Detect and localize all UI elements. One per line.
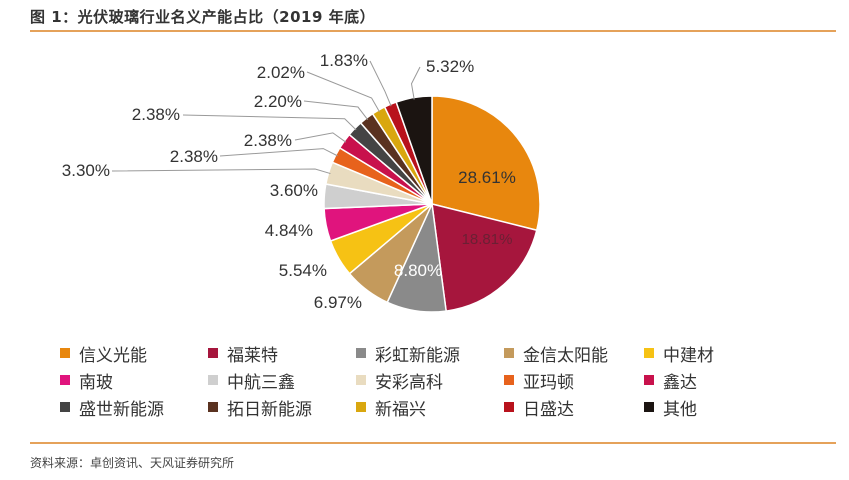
legend-swatch-5 — [60, 375, 70, 385]
legend-item-12: 新福兴 — [356, 396, 504, 420]
chart-legend: 信义光能 福莱特 彩虹新能源 金信太阳能 中建材南玻 中航三鑫 安彩高科 亚玛顿 鑫达盛世新能源… — [60, 342, 780, 420]
legend-label-12: 新福兴 — [375, 399, 426, 420]
legend-label-2: 彩虹新能源 — [375, 345, 460, 366]
leader-line-14 — [410, 66, 421, 100]
legend-item-6: 中航三鑫 — [208, 369, 356, 393]
legend-swatch-1 — [208, 348, 218, 358]
legend-label-7: 安彩高科 — [375, 372, 443, 393]
legend-item-9: 鑫达 — [644, 369, 784, 393]
legend-label-4: 中建材 — [663, 345, 714, 366]
legend-swatch-9 — [644, 375, 654, 385]
leader-lines — [111, 60, 421, 175]
slice-label-7: 3.30% — [62, 161, 110, 180]
slice-label-2: 8.80% — [394, 261, 442, 280]
slice-label-12: 2.02% — [257, 63, 305, 82]
leader-line-13 — [369, 60, 392, 107]
slice-label-9: 2.38% — [244, 131, 292, 150]
legend-item-8: 亚玛顿 — [504, 369, 644, 393]
leader-line-11 — [303, 100, 369, 121]
legend-swatch-2 — [356, 348, 366, 358]
legend-item-13: 日盛达 — [504, 396, 644, 420]
legend-item-0: 信义光能 — [60, 342, 208, 366]
leader-line-12 — [306, 71, 380, 113]
legend-item-1: 福莱特 — [208, 342, 356, 366]
pie-slices — [323, 95, 541, 313]
legend-label-5: 南玻 — [79, 372, 113, 393]
slice-labels: 28.61% 18.81% 8.80% 6.97% 5.54% 4.84% 3.60% 3.3… — [62, 51, 516, 312]
legend-label-14: 其他 — [663, 399, 697, 420]
leader-line-8 — [219, 148, 338, 157]
legend-label-0: 信义光能 — [79, 345, 147, 366]
legend-swatch-4 — [644, 348, 654, 358]
leader-line-10 — [182, 114, 357, 131]
legend-swatch-11 — [208, 402, 218, 412]
legend-label-9: 鑫达 — [663, 372, 697, 393]
legend-label-10: 盛世新能源 — [79, 399, 164, 420]
slice-label-10: 2.38% — [132, 105, 180, 124]
legend-label-13: 日盛达 — [523, 399, 574, 420]
legend-swatch-8 — [504, 375, 514, 385]
figure-title: 图 1：光伏玻璃行业名义产能占比（2019 年底） — [30, 8, 376, 26]
legend-label-3: 金信太阳能 — [523, 345, 608, 366]
slice-label-0: 28.61% — [458, 168, 516, 187]
legend-swatch-14 — [644, 402, 654, 412]
legend-label-8: 亚玛顿 — [523, 372, 574, 393]
legend-item-7: 安彩高科 — [356, 369, 504, 393]
source-note: 资料来源：卓创资讯、天风证券研究所 — [30, 456, 235, 470]
legend-item-11: 拓日新能源 — [208, 396, 356, 420]
slice-label-14: 5.32% — [426, 57, 474, 76]
legend-item-3: 金信太阳能 — [504, 342, 644, 366]
legend-item-10: 盛世新能源 — [60, 396, 208, 420]
legend-label-6: 中航三鑫 — [227, 372, 295, 393]
slice-label-11: 2.20% — [254, 92, 302, 111]
slice-label-6: 3.60% — [270, 181, 318, 200]
slice-label-13: 1.83% — [320, 51, 368, 70]
slice-label-8: 2.38% — [170, 147, 218, 166]
leader-line-7 — [111, 168, 331, 175]
legend-swatch-0 — [60, 348, 70, 358]
bottom-divider — [30, 442, 836, 444]
top-divider — [30, 30, 836, 32]
legend-swatch-3 — [504, 348, 514, 358]
pie-chart: 28.61% 18.81% 8.80% 6.97% 5.54% 4.84% 3.60% 3.3… — [62, 51, 541, 313]
legend-swatch-12 — [356, 402, 366, 412]
legend-label-1: 福莱特 — [227, 345, 278, 366]
legend-item-2: 彩虹新能源 — [356, 342, 504, 366]
slice-label-1: 18.81% — [462, 231, 513, 248]
legend-swatch-6 — [208, 375, 218, 385]
pie-slice-1 — [431, 203, 538, 312]
legend-swatch-10 — [60, 402, 70, 412]
legend-swatch-7 — [356, 375, 366, 385]
legend-label-11: 拓日新能源 — [227, 399, 312, 420]
leader-line-9 — [294, 132, 347, 143]
slice-label-4: 5.54% — [279, 261, 327, 280]
slice-label-5: 4.84% — [265, 221, 313, 240]
legend-item-4: 中建材 — [644, 342, 784, 366]
slice-label-3: 6.97% — [314, 293, 362, 312]
legend-item-14: 其他 — [644, 396, 784, 420]
legend-item-5: 南玻 — [60, 369, 208, 393]
legend-swatch-13 — [504, 402, 514, 412]
pie-slice-0 — [431, 95, 541, 232]
